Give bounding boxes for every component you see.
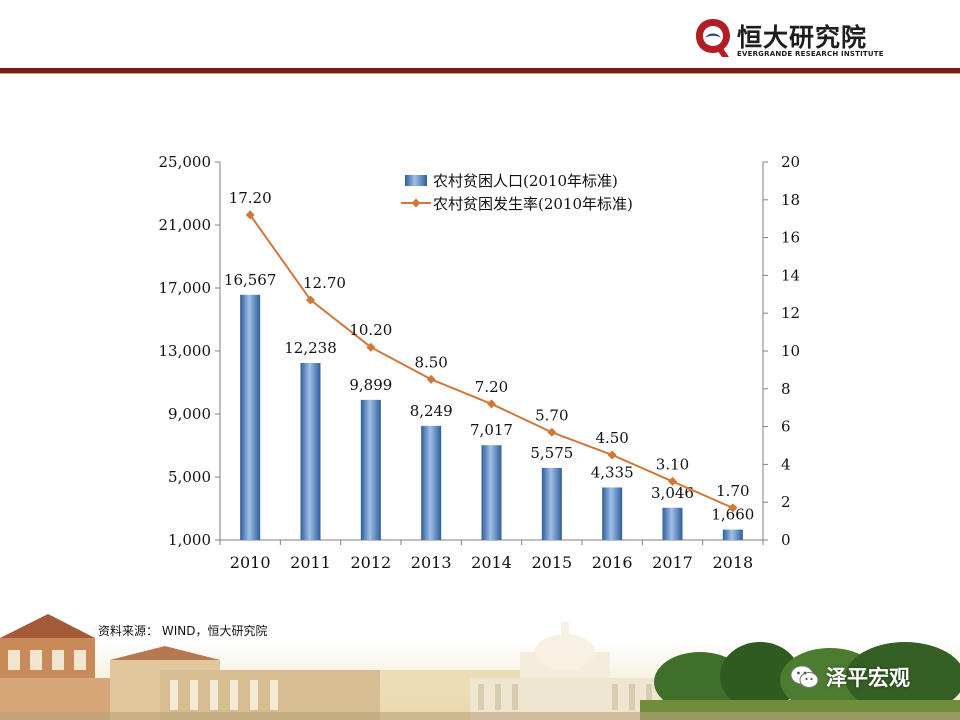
line-value-label: 12.70 — [303, 274, 346, 292]
x-axis-tick-label: 2010 — [230, 553, 271, 572]
line-value-label: 5.70 — [535, 406, 568, 424]
right-axis-tick-label: 16 — [781, 229, 800, 247]
watermark-text: 泽平宏观 — [826, 666, 910, 690]
header: 恒大研究院 EVERGRANDE RESEARCH INSTITUTE — [0, 0, 960, 76]
bar-value-label: 12,238 — [284, 339, 337, 357]
line-value-label: 8.50 — [414, 353, 447, 371]
right-axis-tick-label: 12 — [781, 304, 800, 322]
right-axis-tick-label: 0 — [781, 531, 791, 549]
bar-2013 — [421, 425, 442, 540]
right-axis-tick-label: 20 — [781, 153, 800, 171]
legend-bar-swatch — [405, 175, 427, 186]
left-axis-tick-label: 25,000 — [159, 153, 212, 171]
footer-scenery — [0, 614, 960, 720]
bar-2014 — [481, 445, 502, 540]
line-value-label: 3.10 — [656, 455, 689, 473]
right-axis-tick-label: 8 — [781, 380, 791, 398]
bar-value-label: 9,899 — [349, 376, 392, 394]
bar-2016 — [602, 487, 623, 540]
line-point-2016 — [607, 450, 617, 460]
left-axis-tick-label: 17,000 — [159, 279, 212, 297]
bar-value-label: 4,335 — [591, 463, 634, 481]
header-divider-accent — [0, 73, 960, 74]
bar-2015 — [541, 467, 562, 540]
evergrande-logo-icon — [696, 19, 730, 57]
left-axis-tick-label: 21,000 — [159, 216, 212, 234]
bar-value-label: 16,567 — [224, 271, 277, 289]
bar-value-label: 7,017 — [470, 421, 513, 439]
left-axis-tick-label: 5,000 — [168, 468, 211, 486]
right-axis-tick-label: 14 — [781, 266, 800, 284]
wechat-icon — [790, 665, 819, 688]
line-point-2012 — [366, 342, 376, 352]
line-point-2010 — [245, 210, 255, 220]
x-axis-tick-label: 2012 — [350, 553, 391, 572]
bar-2010 — [240, 294, 261, 540]
bar-2017 — [662, 507, 683, 540]
line-value-label: 10.20 — [349, 321, 392, 339]
left-axis-tick-label: 1,000 — [168, 531, 211, 549]
x-axis-tick-label: 2015 — [531, 553, 572, 572]
line-point-2014 — [487, 399, 496, 409]
bar-value-label: 3,046 — [651, 484, 694, 502]
line-point-2018 — [728, 503, 738, 513]
header-divider — [0, 68, 960, 73]
line-point-2011 — [306, 295, 315, 305]
legend-line-marker — [411, 198, 421, 208]
line-value-label: 1.70 — [716, 482, 749, 500]
logo-chinese-name: 恒大研究院 — [737, 23, 868, 52]
bar-2018 — [722, 529, 743, 540]
poverty-chart: 1,000 5,000 9,000 13,000 17,000 21,000 25,000 0… — [159, 153, 801, 572]
line-point-2017 — [668, 476, 677, 486]
line-point-2015 — [547, 427, 557, 437]
source-note: 资料来源： WIND，恒大研究院 — [98, 622, 267, 639]
left-axis-tick-label: 13,000 — [159, 342, 212, 360]
x-axis-tick-label: 2018 — [712, 553, 753, 572]
right-axis-tick-label: 2 — [781, 493, 791, 511]
source-label: 资料来源： — [98, 624, 159, 638]
bar-2011 — [300, 363, 321, 540]
right-axis-tick-label: 18 — [781, 191, 800, 209]
x-axis-tick-label: 2013 — [411, 553, 452, 572]
right-axis-tick-label: 10 — [781, 342, 800, 360]
x-axis-tick-label: 2017 — [652, 553, 693, 572]
bar-2012 — [360, 399, 381, 540]
bar-value-label: 5,575 — [530, 444, 573, 462]
left-axis-tick-label: 9,000 — [168, 405, 211, 423]
line-value-label: 17.20 — [229, 189, 272, 207]
line-point-2013 — [426, 374, 436, 384]
line-value-label: 7.20 — [475, 378, 508, 396]
trees-illustration — [640, 642, 960, 720]
source-text: WIND，恒大研究院 — [161, 624, 268, 638]
x-axis-tick-label: 2016 — [592, 553, 633, 572]
x-axis-tick-label: 2014 — [471, 553, 512, 572]
evergrande-logo: 恒大研究院 EVERGRANDE RESEARCH INSTITUTE — [693, 16, 884, 62]
bar-value-label: 8,249 — [410, 402, 453, 420]
line-value-label: 4.50 — [595, 429, 628, 447]
right-axis-tick-label: 6 — [781, 418, 791, 436]
watermark: 泽平宏观 — [790, 663, 910, 691]
legend-bar-label: 农村贫困人口(2010年标准) — [433, 172, 618, 190]
bar-value-label: 1,660 — [711, 506, 754, 524]
right-axis-tick-label: 4 — [781, 455, 791, 473]
legend-line-label: 农村贫困发生率(2010年标准) — [433, 195, 633, 213]
logo-english-name: EVERGRANDE RESEARCH INSTITUTE — [737, 50, 884, 58]
x-axis-tick-label: 2011 — [290, 553, 331, 572]
